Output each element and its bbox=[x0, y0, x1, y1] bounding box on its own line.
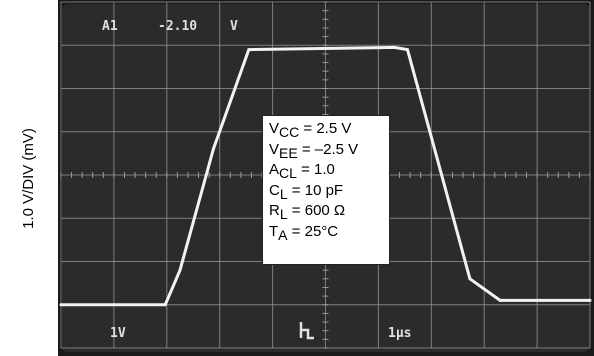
condition-ta: TA = 25°C bbox=[269, 222, 339, 243]
readout-time-per-div: 1µs bbox=[388, 326, 411, 341]
waveform-point bbox=[211, 147, 215, 151]
test-conditions-box: VCC = 2.5 V VEE = –2.5 V ACL = 1.0 CL = … bbox=[262, 115, 390, 265]
waveform-point bbox=[163, 303, 167, 307]
readout-offset: -2.10 bbox=[158, 19, 197, 34]
waveform-point bbox=[178, 268, 182, 272]
y-axis-label: 1.0 V/DIV (mV) bbox=[19, 127, 37, 229]
condition-rl: RL = 600 Ω bbox=[269, 202, 346, 222]
waveform-point bbox=[247, 48, 251, 52]
condition-acl: ACL = 1.0 bbox=[269, 161, 335, 181]
waveform-point bbox=[59, 303, 63, 307]
waveform-point bbox=[588, 298, 592, 302]
readout-offset-unit: V bbox=[230, 19, 238, 34]
waveform-point bbox=[498, 298, 502, 302]
screen-readouts: A1 -2.10 V 1V 1µs bbox=[102, 19, 411, 341]
trace-layer bbox=[59, 45, 592, 307]
y-axis-label-wrap: 1.0 V/DIV (mV) bbox=[0, 0, 56, 356]
condition-cl: CL = 10 pF bbox=[269, 181, 344, 202]
waveform-trace bbox=[61, 45, 590, 307]
waveform-point bbox=[392, 45, 396, 49]
waveform-point bbox=[405, 48, 409, 52]
waveform-point bbox=[468, 277, 472, 281]
readout-channel: A1 bbox=[102, 19, 118, 34]
condition-vcc: VCC = 2.5 V bbox=[269, 120, 352, 140]
condition-vee: VEE = –2.5 V bbox=[269, 140, 359, 161]
trigger-icon bbox=[299, 322, 314, 340]
readout-volts-per-div: 1V bbox=[110, 326, 126, 341]
